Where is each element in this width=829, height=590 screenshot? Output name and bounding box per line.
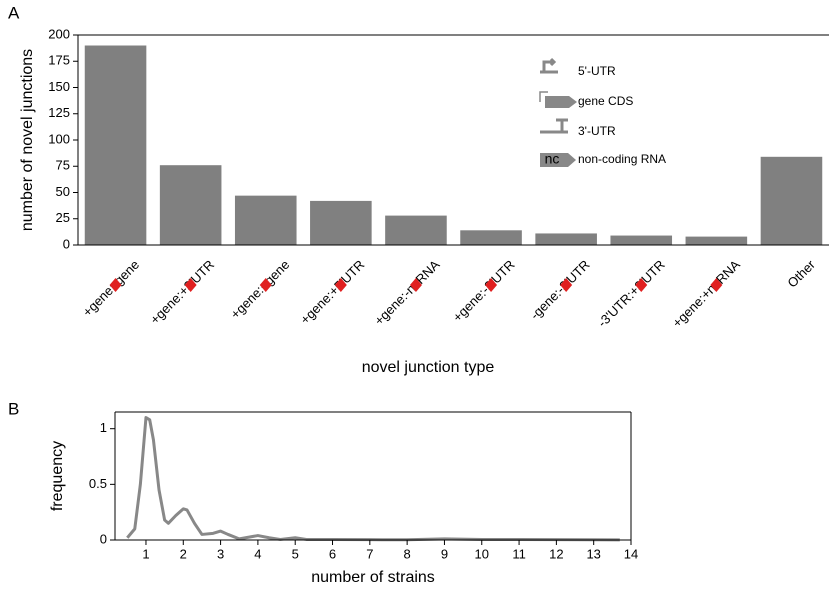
legend-icon xyxy=(545,96,577,108)
y-axis-label: frequency xyxy=(49,441,66,511)
bar xyxy=(685,236,748,245)
y-tick-label: 200 xyxy=(48,26,70,41)
x-tick-label: +gene:+5'UTR xyxy=(297,257,367,327)
legend-label: 3'-UTR xyxy=(578,124,616,138)
x-tick-label: +gene:+gene xyxy=(228,257,293,322)
y-tick-label: 50 xyxy=(56,184,70,199)
x-tick-label: +gene:-3'UTR xyxy=(450,257,518,325)
junction-icon xyxy=(184,278,197,292)
bar xyxy=(610,235,673,245)
x-tick-label: 14 xyxy=(624,546,638,561)
legend-label: gene CDS xyxy=(578,94,633,108)
x-tick-label: 13 xyxy=(586,546,600,561)
panel-label: B xyxy=(8,399,19,418)
x-axis-label: number of strains xyxy=(311,569,435,586)
legend-icon-text: nc xyxy=(545,151,560,167)
junction-icon xyxy=(109,278,122,292)
junction-icon xyxy=(409,278,422,292)
x-tick-label: Other xyxy=(784,256,818,290)
x-tick-label: 4 xyxy=(254,546,261,561)
legend-icon xyxy=(540,153,576,167)
legend-label: non-coding RNA xyxy=(578,152,666,166)
y-tick-label: 175 xyxy=(48,53,70,68)
line xyxy=(126,416,620,542)
x-tick-label: -3'UTR:+3'UTR xyxy=(595,257,668,330)
x-tick-label: +gene:+ncRNA xyxy=(669,257,743,331)
x-tick-label: 8 xyxy=(404,546,411,561)
y-tick-label: 150 xyxy=(48,79,70,94)
x-tick-label: 3 xyxy=(217,546,224,561)
bar xyxy=(234,195,297,245)
bar xyxy=(84,45,147,245)
x-tick-label: 2 xyxy=(180,546,187,561)
junction-icon xyxy=(560,278,573,292)
x-tick-label: 10 xyxy=(475,546,489,561)
y-tick-label: 75 xyxy=(56,158,70,173)
junction-icon xyxy=(334,278,347,292)
y-axis-label: number of novel junctions xyxy=(19,49,36,231)
bar xyxy=(760,156,823,245)
x-tick-label: +gene:-gene xyxy=(80,257,142,319)
y-tick-label: 0 xyxy=(100,531,107,546)
bar xyxy=(310,200,372,245)
junction-icon xyxy=(710,278,723,292)
y-tick-label: 100 xyxy=(48,131,70,146)
legend-icon xyxy=(540,57,558,74)
x-tick-label: 9 xyxy=(441,546,448,561)
y-tick-label: 0.5 xyxy=(89,476,107,491)
x-tick-label: 11 xyxy=(512,546,526,561)
bar xyxy=(535,233,597,245)
x-tick-label: 6 xyxy=(329,546,336,561)
x-tick-label: 12 xyxy=(549,546,563,561)
panel-label: A xyxy=(8,3,20,22)
y-tick-label: 1 xyxy=(100,420,107,435)
bar xyxy=(159,165,222,245)
y-tick-label: 125 xyxy=(48,105,70,120)
x-tick-label: -gene:-3'UTR xyxy=(527,257,592,322)
x-tick-label: +gene:+3'UTR xyxy=(147,257,217,327)
y-tick-label: 25 xyxy=(56,210,70,225)
x-tick-label: 5 xyxy=(292,546,299,561)
legend-label: 5'-UTR xyxy=(578,64,616,78)
legend-icon xyxy=(539,91,548,102)
y-tick-label: 0 xyxy=(63,236,70,251)
x-tick-label: +gene:-ncRNA xyxy=(371,257,442,328)
junction-icon xyxy=(485,278,498,292)
x-tick-label: 7 xyxy=(366,546,373,561)
x-axis-label: novel junction type xyxy=(362,359,495,376)
legend-icon xyxy=(540,118,568,134)
junction-icon xyxy=(259,278,272,292)
bar xyxy=(460,230,522,245)
x-tick-label: 1 xyxy=(142,546,149,561)
junction-icon xyxy=(635,278,648,292)
bar xyxy=(385,215,447,245)
